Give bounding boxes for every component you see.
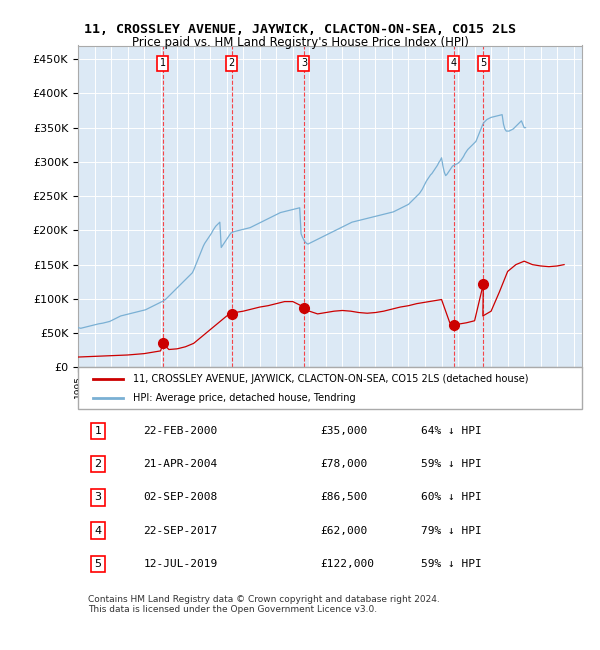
Text: 60% ↓ HPI: 60% ↓ HPI	[421, 493, 481, 502]
Text: 12-JUL-2019: 12-JUL-2019	[143, 559, 218, 569]
Text: 22-FEB-2000: 22-FEB-2000	[143, 426, 218, 436]
Text: 3: 3	[301, 58, 307, 68]
Text: 59% ↓ HPI: 59% ↓ HPI	[421, 459, 481, 469]
Text: £35,000: £35,000	[320, 426, 367, 436]
Text: Contains HM Land Registry data © Crown copyright and database right 2024.
This d: Contains HM Land Registry data © Crown c…	[88, 595, 440, 614]
Text: 2: 2	[229, 58, 235, 68]
Text: 4: 4	[451, 58, 457, 68]
Text: 59% ↓ HPI: 59% ↓ HPI	[421, 559, 481, 569]
FancyBboxPatch shape	[78, 367, 582, 410]
Text: 5: 5	[480, 58, 487, 68]
Text: 21-APR-2004: 21-APR-2004	[143, 459, 218, 469]
Text: 22-SEP-2017: 22-SEP-2017	[143, 526, 218, 536]
Text: £122,000: £122,000	[320, 559, 374, 569]
Text: £78,000: £78,000	[320, 459, 367, 469]
Text: 79% ↓ HPI: 79% ↓ HPI	[421, 526, 481, 536]
Text: 4: 4	[95, 526, 102, 536]
Text: 3: 3	[95, 493, 101, 502]
Text: 02-SEP-2008: 02-SEP-2008	[143, 493, 218, 502]
Text: £62,000: £62,000	[320, 526, 367, 536]
Text: 1: 1	[95, 426, 101, 436]
Text: 11, CROSSLEY AVENUE, JAYWICK, CLACTON-ON-SEA, CO15 2LS: 11, CROSSLEY AVENUE, JAYWICK, CLACTON-ON…	[84, 23, 516, 36]
Text: £86,500: £86,500	[320, 493, 367, 502]
Text: 64% ↓ HPI: 64% ↓ HPI	[421, 426, 481, 436]
Text: 11, CROSSLEY AVENUE, JAYWICK, CLACTON-ON-SEA, CO15 2LS (detached house): 11, CROSSLEY AVENUE, JAYWICK, CLACTON-ON…	[133, 374, 529, 384]
Text: 2: 2	[95, 459, 102, 469]
Text: 5: 5	[95, 559, 101, 569]
Text: 1: 1	[160, 58, 166, 68]
Text: HPI: Average price, detached house, Tendring: HPI: Average price, detached house, Tend…	[133, 393, 356, 402]
Text: Price paid vs. HM Land Registry's House Price Index (HPI): Price paid vs. HM Land Registry's House …	[131, 36, 469, 49]
